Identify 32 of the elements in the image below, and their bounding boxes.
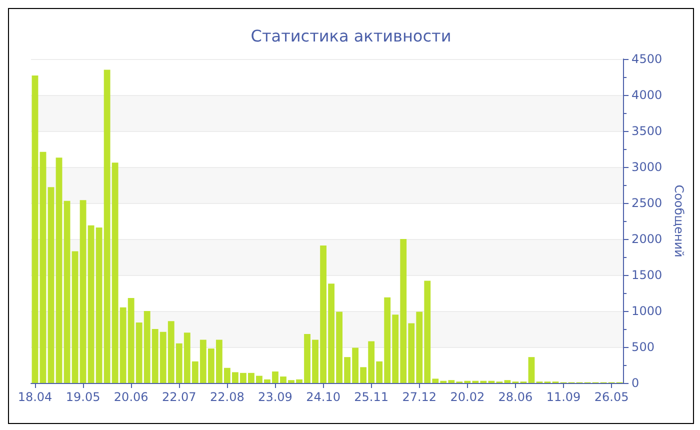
bar (56, 158, 62, 383)
bar (48, 187, 54, 383)
y-tick-label: 1500 (632, 268, 662, 282)
y-tick-label: 500 (632, 340, 654, 354)
x-tick-label: 18.04 (18, 390, 52, 404)
x-tick-label: 22.08 (210, 390, 244, 404)
y-axis-title: Сообщений (672, 184, 686, 258)
y-tick-label: 2500 (632, 196, 662, 210)
x-tick-label: 22.07 (162, 390, 196, 404)
x-tick-label: 27.12 (402, 390, 437, 404)
y-tick-label: 1000 (632, 304, 662, 318)
x-tick-label: 11.09 (546, 390, 581, 404)
x-tick-label: 23.09 (258, 390, 292, 404)
y-tick-label: 0 (632, 376, 640, 390)
bar (528, 357, 535, 383)
x-tick-label: 28.06 (498, 390, 533, 404)
x-tick-label: 19.05 (66, 390, 100, 404)
chart-title: Статистика активности (250, 26, 452, 46)
x-tick-label: 26.05 (594, 390, 629, 404)
bar (40, 152, 46, 383)
y-tick-label: 4500 (632, 52, 662, 66)
bar (32, 76, 38, 383)
y-tick-label: 2000 (632, 232, 662, 246)
y-tick-label: 4000 (632, 88, 662, 102)
bar (64, 200, 70, 383)
x-tick-label: 20.02 (450, 390, 485, 404)
y-tick-label: 3500 (632, 124, 662, 138)
x-tick-label: 25.11 (354, 390, 388, 404)
x-tick-label: 24.10 (306, 390, 340, 404)
y-tick-label: 3000 (632, 160, 662, 174)
x-tick-label: 20.06 (114, 390, 148, 404)
bar (72, 251, 78, 383)
